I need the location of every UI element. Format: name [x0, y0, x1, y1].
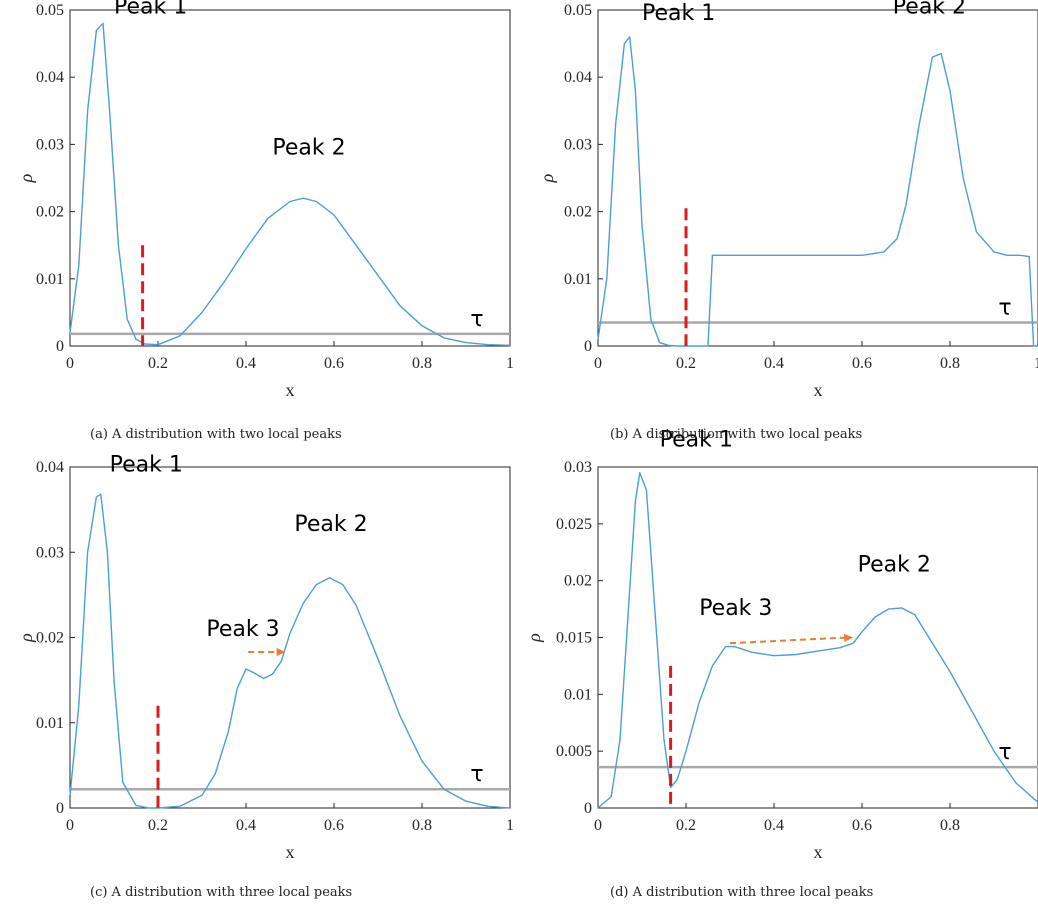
y-tick-label: 0.025 — [556, 516, 592, 533]
plot-frame — [69, 466, 511, 809]
peak-label: Peak 3 — [699, 596, 772, 621]
y-tick-label: 0.03 — [36, 136, 64, 153]
y-tick-label: 0.04 — [36, 69, 64, 86]
y-tick-label: 0.02 — [564, 204, 592, 221]
caption-a: (a) A distribution with two local peaks — [90, 427, 342, 442]
peak-label: Peak 1 — [114, 0, 187, 19]
x-tick-label: 0.8 — [940, 355, 960, 372]
x-tick-label: 0.2 — [676, 817, 696, 834]
density-curve — [597, 472, 1038, 809]
y-tick-label: 0.01 — [36, 271, 64, 288]
y-tick-label: 0 — [56, 338, 64, 355]
x-axis-label: x — [286, 842, 295, 862]
caption-d: (d) A distribution with three local peak… — [610, 885, 874, 900]
x-tick-label: 0.6 — [324, 355, 344, 372]
y-tick-label: 0 — [584, 800, 592, 817]
y-tick-label: 0 — [56, 800, 64, 817]
threshold-label: τ — [470, 307, 483, 332]
panel-d: 0 0.2 0.4 0.6 0.8 0 0.005 0.01 0.015 0.02 0.025 0.0… — [524, 428, 1038, 862]
y-axis-label: ρ — [16, 173, 36, 183]
y-tick-label: 0 — [584, 338, 592, 355]
panel-a: 0 0.2 0.4 0.6 0.8 1 0 0.01 0.02 0.03 0.04 0.05 x ρ τ Pe… — [16, 0, 514, 400]
x-tick-label: 0.4 — [764, 817, 784, 834]
y-tick-label: 0.02 — [564, 573, 592, 590]
merge-arrow-head — [844, 633, 854, 642]
x-tick-label: 0.4 — [764, 355, 784, 372]
peak-label: Peak 3 — [206, 617, 279, 642]
y-tick-label: 0.01 — [564, 686, 592, 703]
x-tick-label: 0.4 — [236, 355, 256, 372]
x-tick-label: 0.8 — [940, 817, 960, 834]
peak-label: Peak 2 — [272, 135, 345, 160]
x-tick-label: 0 — [66, 817, 74, 834]
peak-label: Peak 1 — [110, 452, 183, 477]
y-axis-label: ρ — [16, 633, 36, 643]
merge-arrow — [729, 636, 848, 645]
y-tick-label: 0.04 — [564, 69, 592, 86]
peak-label: Peak 2 — [858, 553, 931, 578]
y-tick-label: 0.01 — [564, 271, 592, 288]
peak-label: Peak 1 — [642, 1, 715, 26]
x-tick-label: 1 — [506, 817, 514, 834]
peak-label: Peak 2 — [893, 0, 966, 19]
y-tick-label: 0.03 — [36, 544, 64, 561]
x-tick-label: 1 — [1034, 355, 1038, 372]
peak-label: Peak 2 — [294, 512, 367, 537]
density-curve — [69, 22, 511, 346]
y-tick-label: 0.05 — [36, 2, 64, 19]
y-axis-label: ρ — [524, 633, 544, 643]
panel-c: 0 0.2 0.4 0.6 0.8 1 0 0.01 0.02 0.03 0.04 x ρ τ Peak 1… — [16, 452, 514, 862]
peak-label: Peak 1 — [660, 428, 733, 453]
x-tick-label: 1 — [506, 355, 514, 372]
threshold-label: τ — [998, 740, 1011, 765]
x-tick-label: 0.8 — [412, 355, 432, 372]
caption-b: (b) A distribution with two local peaks — [610, 427, 863, 442]
x-tick-label: 0 — [66, 355, 74, 372]
density-curve — [597, 36, 1038, 347]
plot-frame — [69, 9, 511, 347]
x-tick-label: 0.8 — [412, 817, 432, 834]
panel-b: 0 0.2 0.4 0.6 0.8 1 0 0.01 0.02 0.03 0.04 0.05 x ρ τ Pe… — [537, 0, 1038, 400]
threshold-label: τ — [470, 762, 483, 787]
x-tick-label: 0.6 — [852, 817, 872, 834]
merge-arrow-head — [276, 647, 286, 656]
x-tick-label: 0.4 — [236, 817, 256, 834]
x-tick-label: 0.2 — [676, 355, 696, 372]
x-tick-label: 0.6 — [852, 355, 872, 372]
y-tick-label: 0.015 — [556, 630, 592, 647]
threshold-label: τ — [998, 295, 1011, 320]
plot-frame — [597, 466, 1038, 809]
y-tick-label: 0.005 — [556, 743, 592, 760]
x-tick-label: 0 — [594, 355, 602, 372]
y-tick-label: 0.05 — [564, 2, 592, 19]
y-tick-label: 0.03 — [564, 459, 592, 476]
x-tick-label: 0 — [594, 817, 602, 834]
x-tick-label: 0.2 — [148, 355, 168, 372]
x-tick-label: 0.2 — [148, 817, 168, 834]
plot-frame — [597, 9, 1038, 347]
y-tick-label: 0.03 — [564, 136, 592, 153]
caption-c: (c) A distribution with three local peak… — [90, 885, 353, 900]
y-tick-label: 0.01 — [36, 715, 64, 732]
density-curve — [69, 493, 511, 809]
x-axis-label: x — [814, 842, 823, 862]
x-tick-label: 0.6 — [324, 817, 344, 834]
x-axis-label: x — [286, 380, 295, 400]
y-tick-label: 0.02 — [36, 630, 64, 647]
y-tick-label: 0.04 — [36, 459, 64, 476]
x-axis-label: x — [814, 380, 823, 400]
y-axis-label: ρ — [537, 173, 557, 183]
y-tick-label: 0.02 — [36, 204, 64, 221]
